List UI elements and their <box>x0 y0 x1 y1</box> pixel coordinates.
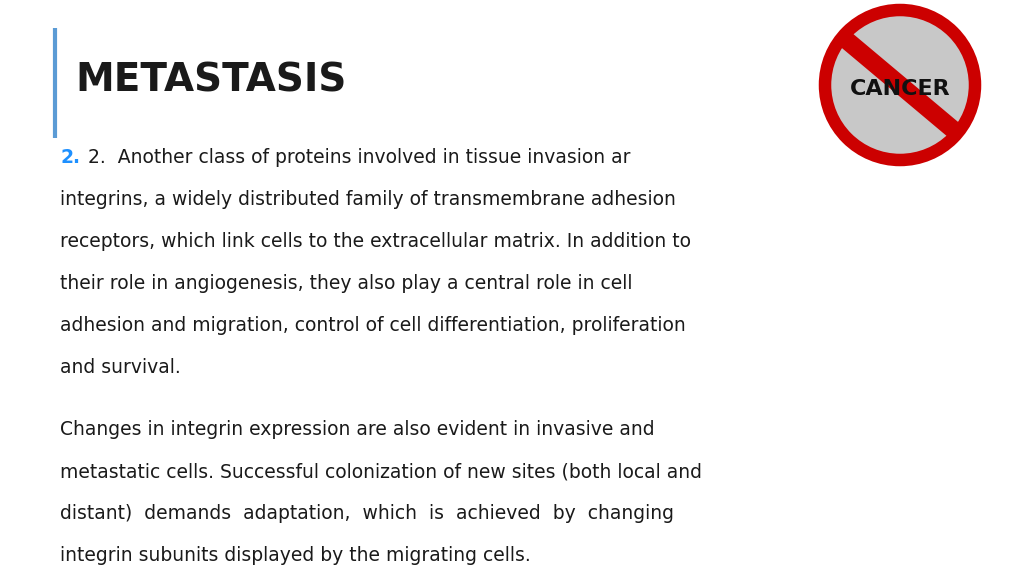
Text: their role in angiogenesis, they also play a central role in cell: their role in angiogenesis, they also pl… <box>60 274 633 293</box>
Text: and survival.: and survival. <box>60 358 181 377</box>
FancyBboxPatch shape <box>820 5 980 165</box>
Text: 2.  Another class of proteins involved in tissue invasion ar: 2. Another class of proteins involved in… <box>88 148 631 167</box>
Text: CANCER: CANCER <box>850 79 950 99</box>
Text: integrins, a widely distributed family of transmembrane adhesion: integrins, a widely distributed family o… <box>60 190 676 209</box>
Text: metastatic cells. Successful colonization of new sites (both local and: metastatic cells. Successful colonizatio… <box>60 462 702 481</box>
Text: integrin subunits displayed by the migrating cells.: integrin subunits displayed by the migra… <box>60 546 530 565</box>
Text: METASTASIS: METASTASIS <box>75 61 346 99</box>
Text: receptors, which link cells to the extracellular matrix. In addition to: receptors, which link cells to the extra… <box>60 232 691 251</box>
Circle shape <box>825 10 975 160</box>
Text: Changes in integrin expression are also evident in invasive and: Changes in integrin expression are also … <box>60 420 654 439</box>
Text: adhesion and migration, control of cell differentiation, proliferation: adhesion and migration, control of cell … <box>60 316 686 335</box>
Text: 2.: 2. <box>60 148 80 167</box>
Text: distant)  demands  adaptation,  which  is  achieved  by  changing: distant) demands adaptation, which is ac… <box>60 504 674 523</box>
